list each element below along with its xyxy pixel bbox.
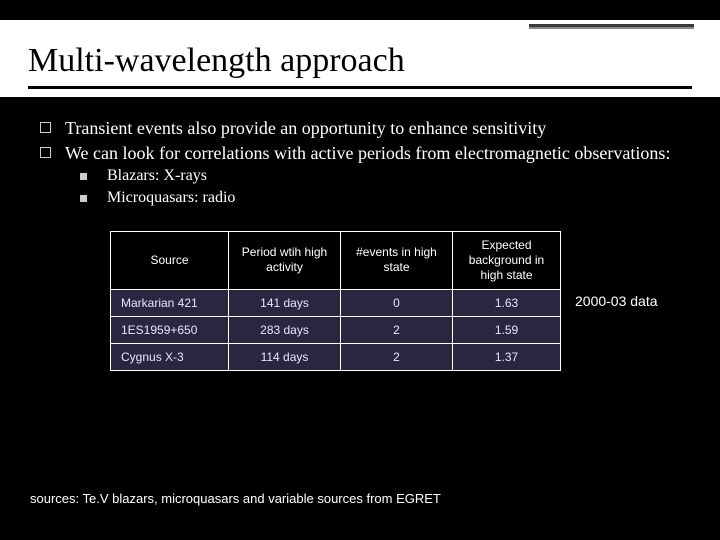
bullet-level1: We can look for correlations with active… xyxy=(40,142,690,165)
bullet-level2: Microquasars: radio xyxy=(80,188,690,209)
table-cell: 1ES1959+650 xyxy=(111,316,229,343)
table-header-cell: Source xyxy=(111,231,229,289)
filled-square-bullet-icon xyxy=(80,173,87,180)
table-cell: 114 days xyxy=(229,343,341,370)
slide-header: Multi-wavelength approach xyxy=(0,20,720,89)
table-header-cell: Period wtih high activity xyxy=(229,231,341,289)
header-area: Multi-wavelength approach xyxy=(0,20,720,97)
table-cell: 283 days xyxy=(229,316,341,343)
table-cell: Markarian 421 xyxy=(111,289,229,316)
footnote-text: sources: Te.V blazars, microquasars and … xyxy=(30,491,441,506)
table-cell: 1.59 xyxy=(453,316,561,343)
square-bullet-icon xyxy=(40,122,51,133)
slide: Multi-wavelength approach Transient even… xyxy=(0,0,720,540)
side-annotation: 2000-03 data xyxy=(575,293,658,309)
table-row: 1ES1959+650 283 days 2 1.59 xyxy=(111,316,561,343)
slide-body: Transient events also provide an opportu… xyxy=(0,97,720,371)
table-and-note-row: Source Period wtih high activity #events… xyxy=(40,231,690,371)
table-cell: 141 days xyxy=(229,289,341,316)
bullet-text: We can look for correlations with active… xyxy=(65,142,670,165)
table-header-row: Source Period wtih high activity #events… xyxy=(111,231,561,289)
table-header-cell: #events in high state xyxy=(341,231,453,289)
bullet-level2: Blazars: X-rays xyxy=(80,166,690,187)
table-header-cell: Expected background in high state xyxy=(453,231,561,289)
filled-square-bullet-icon xyxy=(80,195,87,202)
table-cell: 2 xyxy=(341,343,453,370)
slide-title: Multi-wavelength approach xyxy=(28,30,692,84)
bullet-text: Blazars: X-rays xyxy=(107,166,207,187)
table-cell: 2 xyxy=(341,316,453,343)
bullet-level1: Transient events also provide an opportu… xyxy=(40,117,690,140)
table-cell: 1.63 xyxy=(453,289,561,316)
header-decor-stripe xyxy=(529,24,694,29)
table-row: Cygnus X-3 114 days 2 1.37 xyxy=(111,343,561,370)
data-table: Source Period wtih high activity #events… xyxy=(110,231,561,371)
table-cell: Cygnus X-3 xyxy=(111,343,229,370)
bullet-text: Microquasars: radio xyxy=(107,188,235,209)
table-cell: 0 xyxy=(341,289,453,316)
table-row: Markarian 421 141 days 0 1.63 xyxy=(111,289,561,316)
table-cell: 1.37 xyxy=(453,343,561,370)
title-underline xyxy=(28,86,692,89)
bullet-text: Transient events also provide an opportu… xyxy=(65,117,546,140)
square-bullet-icon xyxy=(40,147,51,158)
